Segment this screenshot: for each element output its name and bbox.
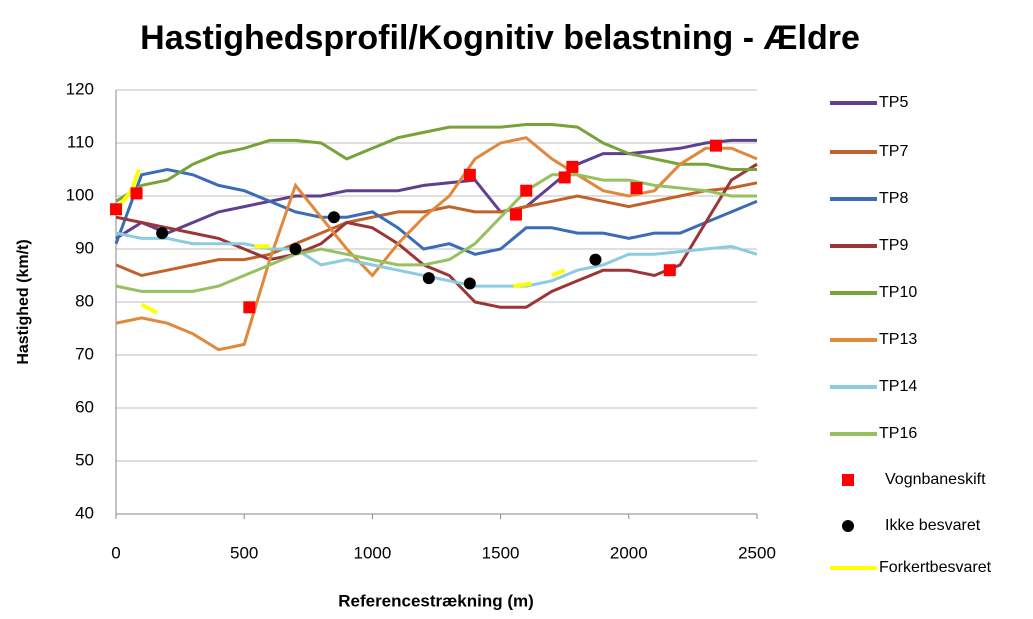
lane-change-marker (520, 184, 533, 197)
y-tick-label: 100 (66, 185, 94, 204)
y-tick-label: 120 (66, 79, 94, 98)
legend-swatch (842, 520, 854, 532)
unanswered-marker (589, 253, 602, 266)
y-tick-label: 70 (75, 344, 94, 363)
lane-change-marker (709, 139, 722, 152)
series-line (115, 173, 757, 293)
unanswered-marker (156, 227, 169, 240)
x-tick-label: 2500 (738, 543, 776, 562)
series-line (115, 231, 758, 288)
y-tick-label: 50 (75, 450, 94, 469)
lane-change-marker (463, 168, 476, 181)
legend-label: TP5 (879, 94, 908, 111)
series-line (115, 136, 758, 352)
legend-label: Forkertbesvaret (879, 559, 992, 576)
y-axis-title: Hastighed (km/t) (15, 239, 32, 364)
lane-change-marker (663, 264, 676, 277)
x-tick-label: 2000 (610, 543, 648, 562)
lane-change-marker (110, 203, 122, 216)
lane-change-marker (243, 301, 256, 314)
y-tick-label: 60 (75, 397, 94, 416)
unanswered-marker (463, 277, 476, 290)
legend-label: TP14 (879, 378, 917, 395)
unanswered-marker (327, 211, 340, 224)
lane-change-marker (558, 171, 571, 184)
x-axis-title: Referencestrækning (m) (338, 591, 534, 610)
series-line (115, 123, 757, 203)
x-tick-label: 1000 (353, 543, 391, 562)
legend-label: TP9 (879, 237, 908, 254)
unanswered-marker (422, 272, 435, 285)
y-tick-label: 110 (67, 132, 94, 151)
lane-change-marker (509, 208, 522, 221)
chart-title: Hastighedsprofil/Kognitiv belastning - Æ… (140, 19, 860, 57)
series-line (115, 181, 758, 278)
x-tick-label: 500 (230, 543, 258, 562)
legend-label: TP10 (879, 284, 917, 301)
legend-label: TP13 (879, 331, 917, 348)
lane-change-marker (130, 187, 143, 200)
series-line (115, 138, 757, 240)
series-line (114, 167, 758, 256)
series-line (115, 162, 758, 309)
y-tick-label: 40 (75, 503, 94, 522)
legend-swatch (842, 474, 854, 486)
legend-label: Vognbaneskift (885, 471, 986, 488)
x-tick-label: 1500 (482, 543, 520, 562)
y-tick-label: 80 (75, 291, 94, 310)
legend-label: TP16 (879, 425, 917, 442)
unanswered-marker (289, 243, 302, 255)
y-tick-label: 90 (75, 238, 94, 257)
legend-label: TP7 (879, 143, 908, 160)
legend-label: Ikke besvaret (885, 517, 981, 534)
lane-change-marker (566, 160, 579, 173)
x-tick-label: 0 (111, 543, 120, 562)
lane-change-marker (630, 182, 643, 195)
legend-label: TP8 (879, 190, 908, 207)
